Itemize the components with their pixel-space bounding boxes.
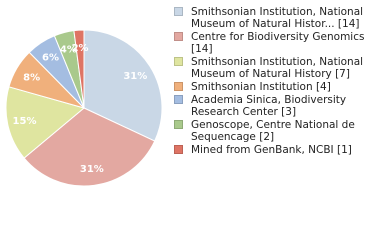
legend-label: Smithsonian Institution [4]	[191, 81, 331, 93]
legend: Smithsonian Institution, National Museum…	[172, 6, 377, 157]
pie-slice	[83, 29, 163, 142]
pie-slice	[5, 86, 86, 159]
legend-entry: Genoscope, Centre National de Sequencage…	[172, 119, 377, 143]
legend-label: Genoscope, Centre National de Sequencage…	[191, 119, 355, 143]
legend-label: Smithsonian Institution, National Museum…	[191, 6, 364, 30]
legend-swatch	[174, 82, 183, 91]
slice-label: 15%	[13, 116, 37, 127]
pie-slice	[73, 29, 85, 109]
slice-label: 8%	[23, 73, 40, 84]
legend-swatch	[174, 57, 183, 66]
legend-swatch	[174, 95, 183, 104]
legend-entry: Smithsonian Institution [4]	[172, 81, 377, 93]
legend-swatch	[174, 32, 183, 41]
legend-label: Centre for Biodiversity Genomics [14]	[191, 31, 365, 55]
legend-swatch	[174, 120, 183, 129]
legend-entry: Smithsonian Institution, National Museum…	[172, 56, 377, 80]
pie-slice	[23, 107, 156, 187]
legend-swatch	[174, 145, 183, 154]
legend-entry: Smithsonian Institution, National Museum…	[172, 6, 377, 30]
legend-entry: Academia Sinica, Biodiversity Research C…	[172, 94, 377, 118]
slice-label: 31%	[80, 164, 104, 175]
slice-label: 6%	[42, 53, 59, 64]
legend-swatch	[174, 7, 183, 16]
legend-label: Mined from GenBank, NCBI [1]	[191, 144, 352, 156]
pie: 31% 31% 15% 8%6%4%2%	[5, 29, 163, 187]
slice-label: 2%	[72, 43, 89, 54]
slice-label: 4%	[60, 45, 77, 56]
legend-label: Academia Sinica, Biodiversity Research C…	[191, 94, 347, 118]
legend-label: Smithsonian Institution, National Museum…	[191, 56, 364, 80]
legend-entry: Centre for Biodiversity Genomics [14]	[172, 31, 377, 55]
legend-entry: Mined from GenBank, NCBI [1]	[172, 144, 377, 156]
slice-label: 31%	[123, 71, 147, 82]
